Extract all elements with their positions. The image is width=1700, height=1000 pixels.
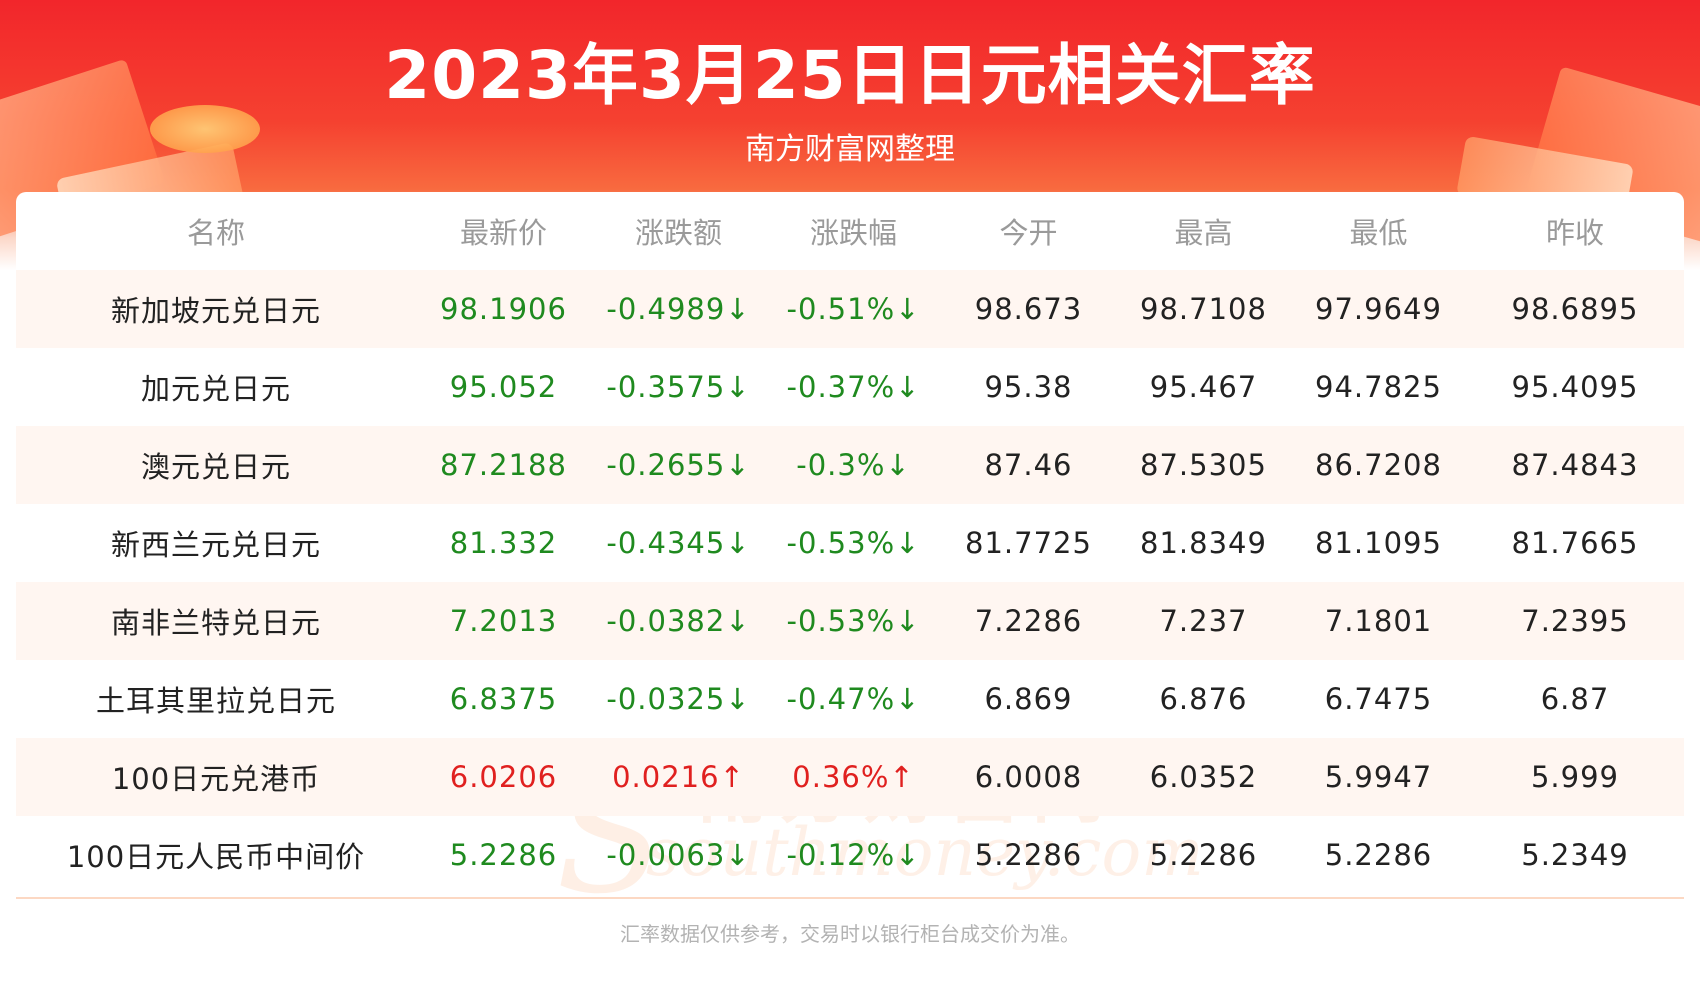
cell-latest: 6.0206 (416, 738, 591, 816)
cell-change: -0.4345↓ (606, 526, 751, 560)
table-body: 新加坡元兑日元 98.1906 -0.4989↓ -0.51%↓ 98.673 98.71… (16, 270, 1684, 894)
table-header-row: 名称 最新价 涨跌额 涨跌幅 今开 最高 最低 昨收 (16, 192, 1684, 270)
column-header: 最低 (1349, 216, 1408, 250)
table-row: 新加坡元兑日元 98.1906 -0.4989↓ -0.51%↓ 98.673 98.71… (16, 270, 1684, 348)
cell-change: -0.2655↓ (591, 426, 766, 504)
cell-latest: 7.2013 (416, 582, 591, 660)
cell-name: 澳元兑日元 (16, 426, 416, 504)
cell-change: 0.0216↑ (591, 738, 766, 816)
cell-low: 97.9649 (1291, 270, 1466, 348)
column-header: 名称 (186, 216, 245, 250)
disclaimer-note: 汇率数据仅供参考，交易时以银行柜台成交价为准。 (620, 922, 1080, 946)
column-header: 今开 (999, 216, 1058, 250)
cell-low: 81.1095 (1315, 526, 1442, 560)
cell-name: 新加坡元兑日元 (16, 270, 416, 348)
cell-open: 6.869 (984, 682, 1073, 716)
cell-prev: 95.4095 (1511, 370, 1639, 404)
cell-change: -0.4989↓ (591, 270, 766, 348)
cell-name: 加元兑日元 (140, 372, 291, 406)
cell-pct: -0.12%↓ (786, 838, 921, 872)
cell-open: 95.38 (984, 370, 1073, 404)
cell-open: 5.2286 (974, 838, 1083, 872)
cell-name: 100日元人民币中间价 (66, 840, 366, 874)
cell-prev: 81.7665 (1511, 526, 1639, 560)
cell-pct: -0.53%↓ (786, 526, 921, 560)
cell-high: 6.0352 (1116, 738, 1291, 816)
cell-change: -0.0063↓ (606, 838, 751, 872)
cell-pct: -0.47%↓ (786, 682, 921, 716)
column-header: 涨跌额 (634, 216, 722, 250)
cell-pct: -0.53%↓ (766, 582, 941, 660)
cell-open: 87.46 (941, 426, 1116, 504)
cell-high: 98.7108 (1116, 270, 1291, 348)
table-row: 澳元兑日元 87.2188 -0.2655↓ -0.3%↓ 87.46 87.5305 86… (16, 426, 1684, 504)
cell-open: 6.0008 (941, 738, 1116, 816)
cell-high: 5.2286 (1149, 838, 1258, 872)
cell-high: 95.467 (1149, 370, 1258, 404)
cell-latest: 81.332 (449, 526, 558, 560)
cell-name: 100日元兑港币 (16, 738, 416, 816)
cell-latest: 95.052 (449, 370, 558, 404)
cell-change: -0.0382↓ (591, 582, 766, 660)
table-row: 加元兑日元 95.052 -0.3575↓ -0.37%↓ 95.38 95.467 94.… (16, 348, 1684, 426)
column-header: 昨收 (1545, 216, 1604, 250)
cell-prev: 7.2395 (1466, 582, 1684, 660)
cell-latest: 6.8375 (449, 682, 558, 716)
decorative-glow (150, 105, 260, 153)
cell-low: 5.9947 (1291, 738, 1466, 816)
cell-pct: -0.51%↓ (766, 270, 941, 348)
cell-name: 新西兰元兑日元 (110, 528, 321, 562)
cell-low: 5.2286 (1324, 838, 1433, 872)
cell-change: -0.0325↓ (606, 682, 751, 716)
cell-open: 98.673 (941, 270, 1116, 348)
cell-high: 87.5305 (1116, 426, 1291, 504)
page-subtitle: 南方财富网整理 (745, 132, 955, 167)
cell-open: 81.7725 (965, 526, 1092, 560)
cell-pct: -0.37%↓ (786, 370, 921, 404)
page-title: 2023年3月25日日元相关汇率 (384, 37, 1316, 114)
cell-open: 7.2286 (941, 582, 1116, 660)
cell-latest: 98.1906 (416, 270, 591, 348)
cell-latest: 87.2188 (416, 426, 591, 504)
cell-name: 土耳其里拉兑日元 (95, 684, 336, 718)
cell-low: 6.7475 (1324, 682, 1433, 716)
cell-change: -0.3575↓ (606, 370, 751, 404)
column-header: 最新价 (459, 216, 547, 250)
rates-table-card: S 南方财富网 southmoney.com 名称最新价涨跌额涨跌幅今开最高最低… (16, 192, 1684, 929)
table-row: 100日元人民币中间价 5.2286 -0.0063↓ -0.12%↓ 5.2286 5.… (16, 816, 1684, 894)
cell-high: 7.237 (1116, 582, 1291, 660)
cell-high: 6.876 (1159, 682, 1248, 716)
cell-prev: 98.6895 (1466, 270, 1684, 348)
cell-latest: 5.2286 (449, 838, 558, 872)
table-row: 土耳其里拉兑日元 6.8375 -0.0325↓ -0.47%↓ 6.869 6.876 6… (16, 660, 1684, 738)
cell-pct: 0.36%↑ (766, 738, 941, 816)
cell-low: 94.7825 (1315, 370, 1442, 404)
rates-table: 名称 最新价 涨跌额 涨跌幅 今开 最高 最低 昨收 新加坡元兑日元 98.1906 -0.498… (16, 192, 1684, 894)
column-header: 涨跌幅 (809, 216, 897, 250)
cell-pct: -0.3%↓ (766, 426, 941, 504)
cell-low: 86.7208 (1291, 426, 1466, 504)
table-row: 100日元兑港币 6.0206 0.0216↑ 0.36%↑ 6.0008 6.0352 5… (16, 738, 1684, 816)
cell-high: 81.8349 (1140, 526, 1267, 560)
table-row: 南非兰特兑日元 7.2013 -0.0382↓ -0.53%↓ 7.2286 7.237 7… (16, 582, 1684, 660)
table-row: 新西兰元兑日元 81.332 -0.4345↓ -0.53%↓ 81.7725 81.83… (16, 504, 1684, 582)
cell-prev: 5.2349 (1521, 838, 1629, 872)
cell-prev: 87.4843 (1466, 426, 1684, 504)
column-header: 最高 (1174, 216, 1233, 250)
cell-prev: 5.999 (1466, 738, 1684, 816)
cell-name: 南非兰特兑日元 (16, 582, 416, 660)
cell-low: 7.1801 (1291, 582, 1466, 660)
cell-prev: 6.87 (1540, 682, 1610, 716)
